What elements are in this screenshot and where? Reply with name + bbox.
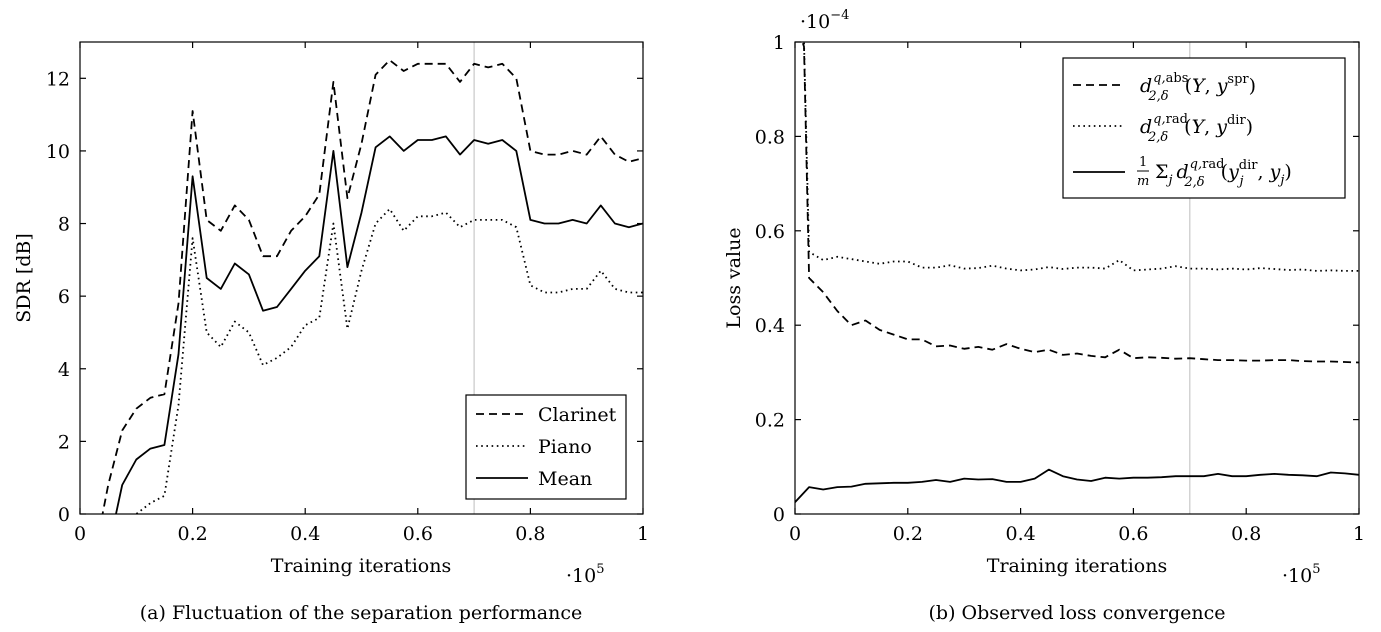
- chart-b-xtick-label-3: 0.6: [1118, 523, 1148, 545]
- chart-b-legend-frac-den: m: [1137, 174, 1149, 189]
- chart-b-y-multiplier: ·10−4: [800, 8, 849, 33]
- chart-b-y-multiplier-base: ·10: [800, 11, 830, 33]
- chart-b-xtick-label-5: 1: [1353, 523, 1365, 545]
- chart-b-y-multiplier-exp: −4: [830, 8, 849, 23]
- chart-b-x-multiplier-exp: 5: [1312, 562, 1320, 577]
- chart-b-caption: (b) Observed loss convergence: [929, 602, 1226, 624]
- chart-a-series-line-2: [115, 135, 643, 514]
- chart-a-series-line-1: [135, 208, 643, 514]
- chart-a-ytick-label-4: 8: [58, 214, 70, 236]
- chart-a-ytick-label-2: 4: [58, 359, 70, 381]
- chart-a-series-group: [101, 59, 643, 514]
- chart-a-series-line-0: [101, 59, 643, 514]
- chart-b-legend: dq,abs 2,δ (Y, yspr) dq,rad 2,δ (Y, ydir) 1 …: [1062, 57, 1346, 199]
- chart-a-x-axis-label: Training iterations: [271, 555, 451, 577]
- chart-a-ytick-label-6: 12: [46, 68, 70, 90]
- chart-b: 0 0.2 0.4 0.6 0.8 100.20.40.60.81 Loss value …: [723, 8, 1365, 624]
- chart-b-series-line-1: [803, 42, 1359, 272]
- chart-b-xtick-label-2: 0.4: [1005, 523, 1035, 545]
- chart-a-ytick-label-0: 0: [58, 504, 70, 526]
- chart-b-legend-frac-num: 1: [1139, 155, 1147, 170]
- chart-a-caption: (a) Fluctuation of the separation perfor…: [140, 602, 582, 624]
- chart-a-ytick-label-5: 10: [46, 141, 70, 163]
- chart-a-xtick-label-2: 0.4: [290, 523, 320, 545]
- chart-a-legend-label-piano: Piano: [538, 436, 592, 458]
- chart-a-x-multiplier-base: ·10: [566, 565, 596, 587]
- chart-a-xtick-label-4: 0.8: [515, 523, 545, 545]
- chart-b-ytick-label-0: 0: [773, 504, 785, 526]
- chart-b-series-line-2: [795, 468, 1359, 503]
- chart-b-x-multiplier: ·105: [1282, 562, 1321, 587]
- chart-a-legend-label-mean: Mean: [538, 468, 592, 490]
- chart-b-ytick-label-5: 1: [773, 32, 785, 54]
- chart-a-legend-box: [465, 394, 627, 500]
- chart-b-series-line-0: [801, 42, 1359, 364]
- chart-a-xtick-label-0: 0: [74, 523, 86, 545]
- chart-a-xtick-label-3: 0.6: [403, 523, 433, 545]
- chart-b-series-group: [795, 42, 1359, 503]
- chart-a-ytick-label-3: 6: [58, 286, 70, 308]
- chart-a-plot-frame: [79, 41, 644, 515]
- chart-b-ytick-label-1: 0.2: [755, 410, 785, 432]
- chart-b-legend-box: [1062, 57, 1346, 199]
- chart-b-x-multiplier-base: ·10: [1282, 565, 1312, 587]
- chart-b-ytick-label-4: 0.8: [755, 126, 785, 148]
- chart-b-ytick-label-3: 0.6: [755, 221, 785, 243]
- chart-b-xtick-label-0: 0: [789, 523, 801, 545]
- chart-a-x-multiplier: ·105: [566, 562, 605, 587]
- chart-a-legend: Clarinet Piano Mean: [465, 394, 627, 500]
- chart-b-plot-frame: [794, 41, 1360, 515]
- chart-a-ytick-label-1: 2: [58, 431, 70, 453]
- chart-b-x-axis-label: Training iterations: [987, 555, 1167, 577]
- chart-b-ticks: 0 0.2 0.4 0.6 0.8 1 0 0.2 0.4 0.6 0.8 1: [755, 32, 1365, 545]
- chart-b-xtick-label-1: 0.2: [893, 523, 923, 545]
- chart-a-xtick-label-5: 1: [637, 523, 649, 545]
- chart-b-xtick-label-4: 0.8: [1231, 523, 1261, 545]
- chart-b-ytick-label-2: 0.4: [755, 315, 785, 337]
- chart-a-xtick-label-1: 0.2: [177, 523, 207, 545]
- chart-a-legend-label-clarinet: Clarinet: [538, 404, 617, 426]
- chart-a-y-axis-label: SDR [dB]: [13, 233, 35, 323]
- chart-b-y-axis-label: Loss value: [723, 227, 745, 328]
- chart-a-x-multiplier-exp: 5: [596, 562, 604, 577]
